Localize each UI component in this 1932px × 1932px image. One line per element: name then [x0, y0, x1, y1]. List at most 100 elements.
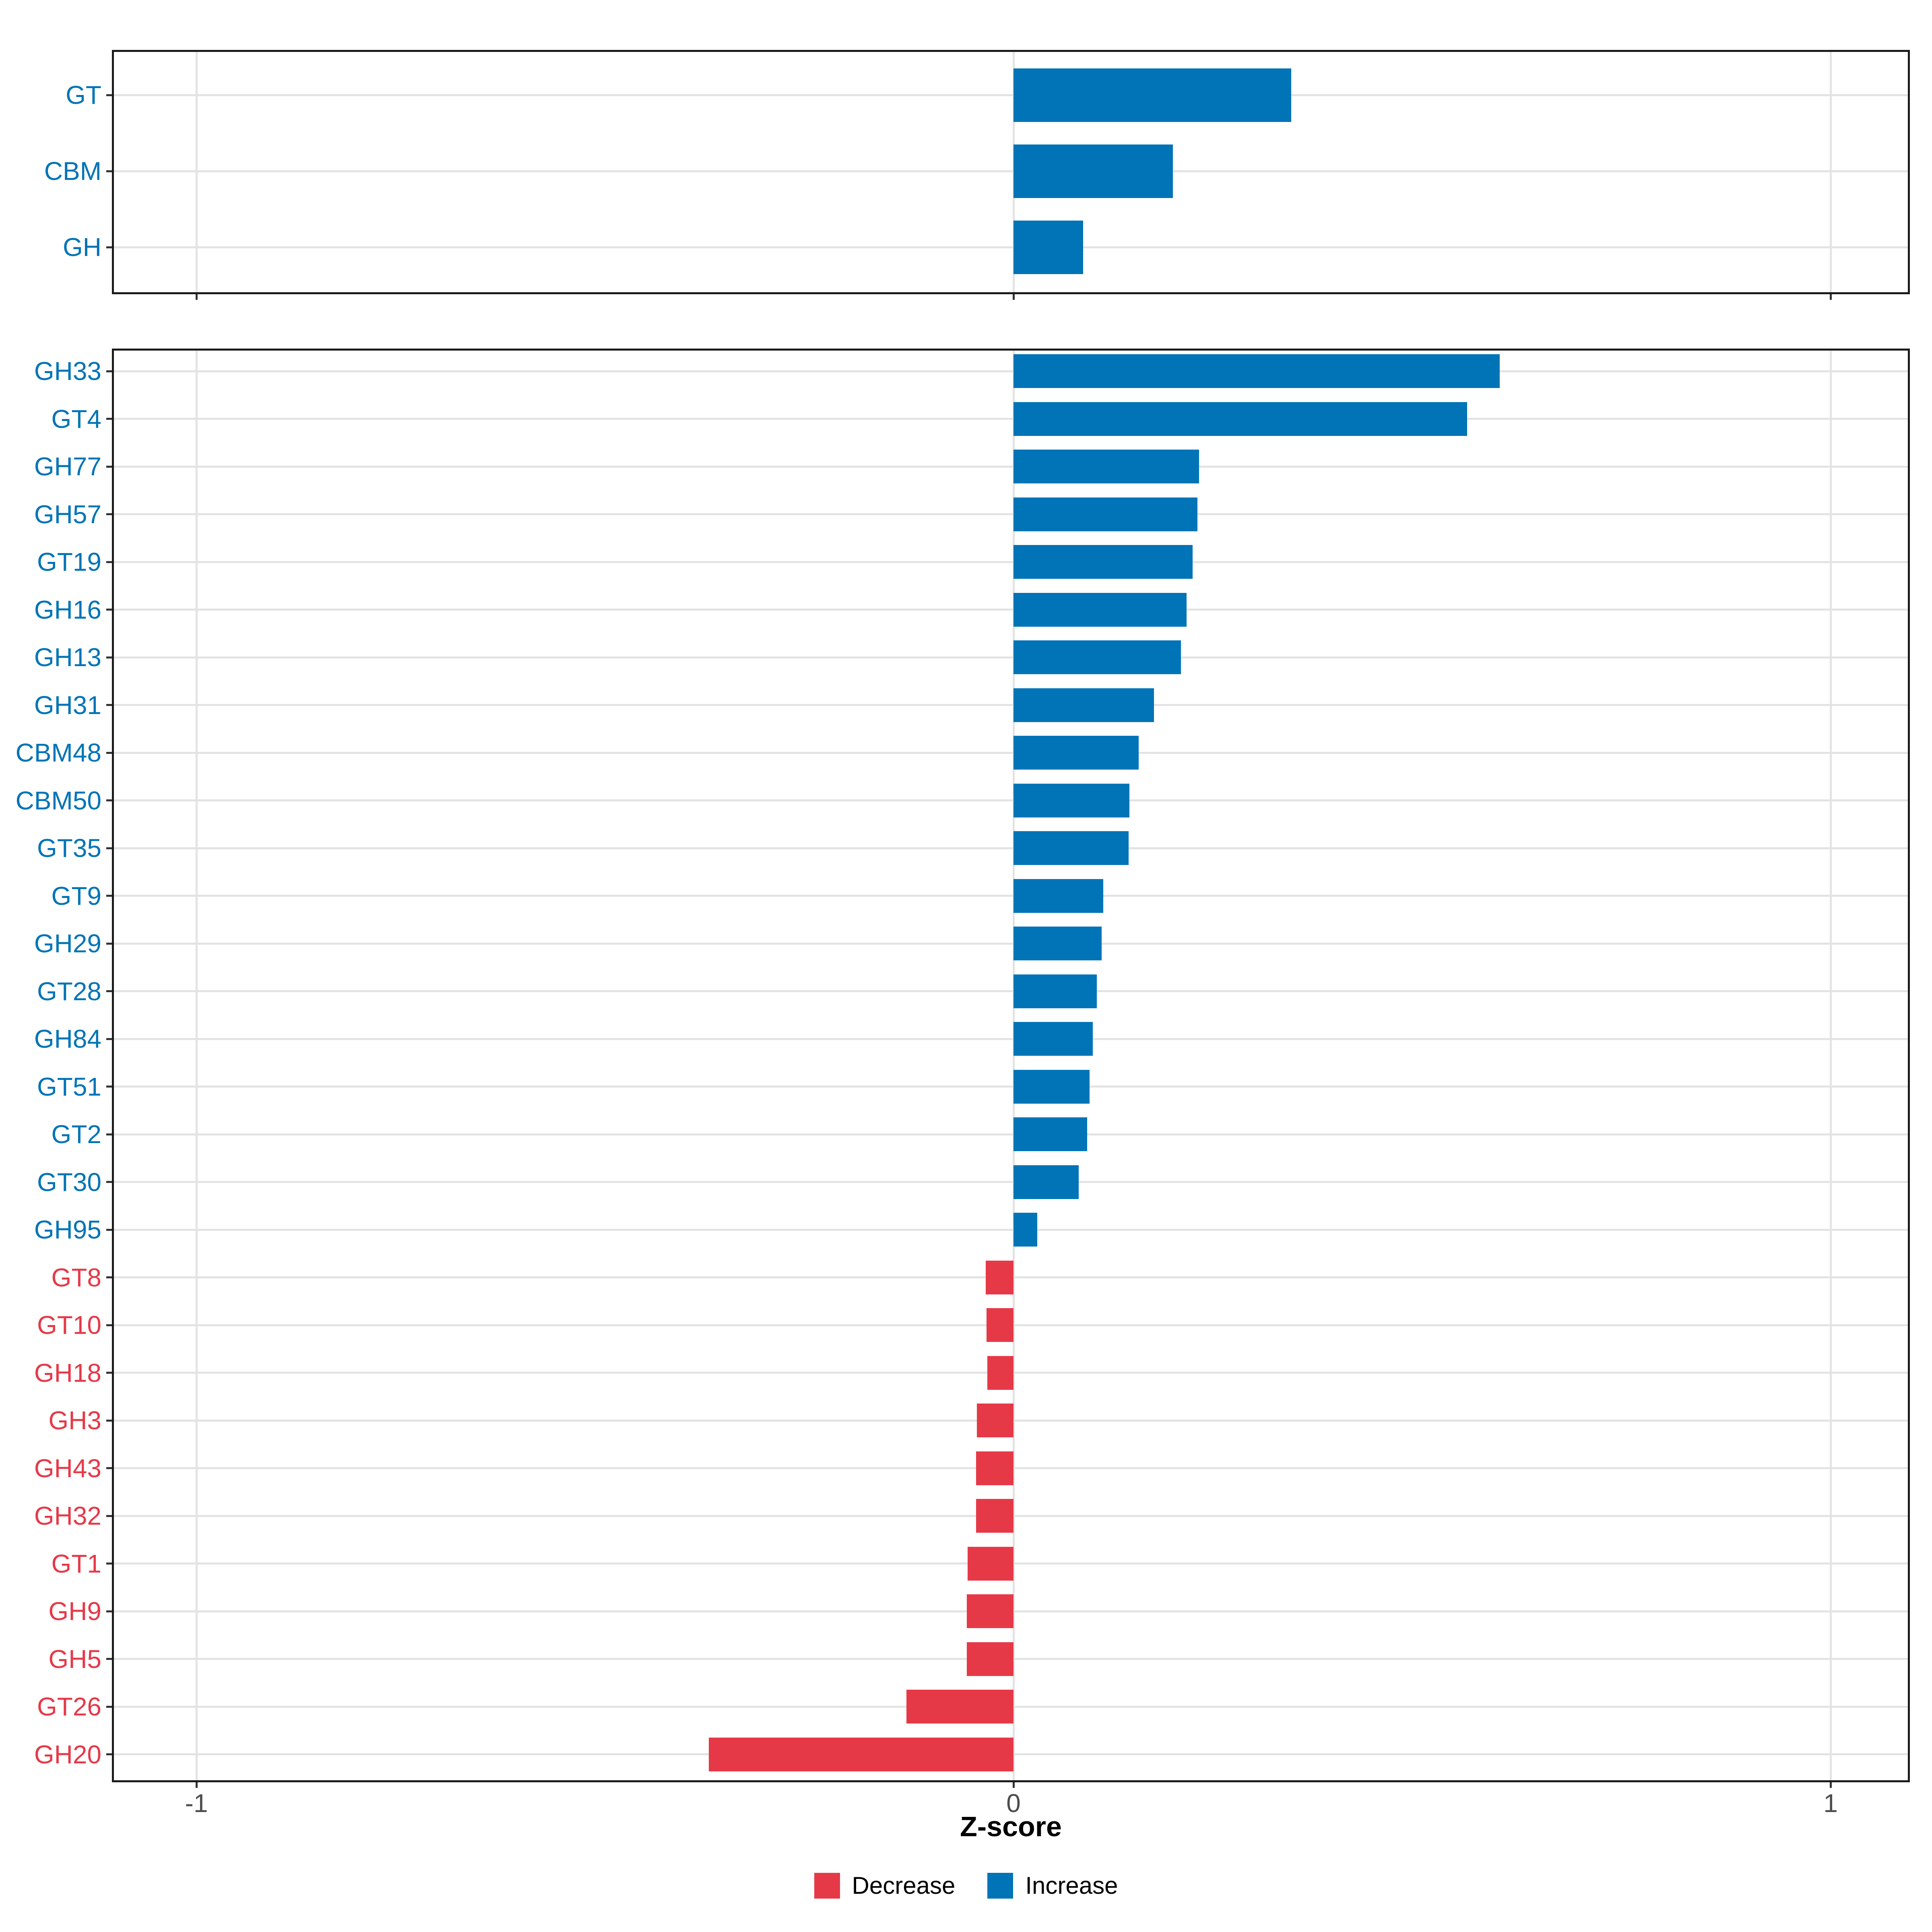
bar-GT19	[1013, 545, 1193, 579]
horizontal-gridline	[112, 370, 1910, 372]
horizontal-gridline	[112, 751, 1910, 754]
horizontal-gridline	[112, 990, 1910, 992]
category-label-GT26: GT26	[37, 1692, 101, 1721]
y-tick-GH57	[106, 513, 112, 515]
y-tick-GH77	[106, 465, 112, 468]
horizontal-gridline	[112, 656, 1910, 658]
x-tick-top-1	[1829, 294, 1832, 300]
vertical-gridline	[1829, 50, 1832, 294]
category-label-GT19: GT19	[37, 547, 101, 576]
category-label-CBM48: CBM48	[15, 738, 101, 767]
horizontal-gridline	[112, 465, 1910, 468]
category-label-GT51: GT51	[37, 1072, 101, 1101]
category-label-CBM50: CBM50	[15, 786, 101, 815]
y-tick-GH	[106, 246, 112, 248]
y-tick-GT26	[106, 1705, 112, 1708]
legend: Decrease Increase	[0, 1868, 1932, 1904]
horizontal-gridline	[112, 609, 1910, 611]
category-label-GH: GH	[63, 233, 101, 262]
category-label-GT8: GT8	[51, 1263, 101, 1292]
y-tick-GH20	[106, 1753, 112, 1755]
bar-GH	[1013, 220, 1083, 274]
y-tick-GH32	[106, 1515, 112, 1517]
y-tick-GH3	[106, 1419, 112, 1422]
horizontal-gridline	[112, 895, 1910, 897]
bar-GT10	[987, 1308, 1013, 1342]
y-tick-GT30	[106, 1181, 112, 1183]
bar-GH5	[967, 1642, 1013, 1676]
category-label-GT30: GT30	[37, 1167, 101, 1197]
bar-GH16	[1013, 592, 1187, 627]
category-label-GT2: GT2	[51, 1120, 101, 1149]
bar-GT30	[1013, 1165, 1079, 1199]
x-tick-top--1	[195, 294, 198, 300]
category-label-GH3: GH3	[48, 1406, 101, 1435]
bar-GH95	[1013, 1213, 1037, 1247]
bar-GH31	[1013, 688, 1154, 722]
y-tick-GT51	[106, 1086, 112, 1088]
vertical-gridline	[195, 50, 198, 294]
vertical-gridline	[1829, 349, 1832, 1782]
category-label-GT9: GT9	[51, 881, 101, 910]
y-tick-GT9	[106, 895, 112, 897]
legend-label-decrease: Decrease	[852, 1872, 956, 1899]
category-label-GH57: GH57	[34, 500, 101, 529]
decrease-swatch-icon	[814, 1873, 840, 1899]
bar-GT26	[906, 1690, 1013, 1724]
y-tick-GH13	[106, 656, 112, 658]
horizontal-gridline	[112, 1133, 1910, 1135]
y-tick-GH16	[106, 609, 112, 611]
legend-item-decrease: Decrease	[814, 1872, 956, 1899]
y-tick-GH9	[106, 1610, 112, 1612]
x-tick-label-1: 1	[1823, 1789, 1838, 1818]
bar-CBM50	[1013, 783, 1130, 817]
bar-GT	[1013, 68, 1292, 122]
category-label-GH13: GH13	[34, 643, 101, 672]
bar-GT35	[1013, 831, 1129, 865]
y-tick-GT8	[106, 1276, 112, 1278]
horizontal-gridline	[112, 1228, 1910, 1231]
y-tick-GT28	[106, 990, 112, 992]
category-label-GH33: GH33	[34, 357, 101, 386]
y-tick-GH43	[106, 1467, 112, 1469]
y-tick-GH29	[106, 942, 112, 945]
category-label-GH31: GH31	[34, 690, 101, 720]
y-tick-GT19	[106, 561, 112, 563]
category-label-GH29: GH29	[34, 929, 101, 958]
x-tick-bottom--1	[195, 1782, 198, 1788]
bar-GH32	[976, 1499, 1013, 1533]
y-tick-GT10	[106, 1324, 112, 1326]
horizontal-gridline	[112, 799, 1910, 801]
y-tick-GT1	[106, 1563, 112, 1565]
y-tick-GH18	[106, 1372, 112, 1374]
bar-GH18	[987, 1356, 1013, 1390]
y-tick-GH84	[106, 1038, 112, 1040]
bar-GH33	[1013, 354, 1500, 388]
legend-item-increase: Increase	[987, 1873, 1118, 1899]
bar-GT2	[1013, 1117, 1087, 1151]
category-label-GH16: GH16	[34, 595, 101, 624]
y-tick-CBM50	[106, 799, 112, 801]
bar-GH9	[967, 1594, 1013, 1628]
bar-CBM	[1013, 144, 1173, 198]
category-label-CBM: CBM	[44, 157, 101, 186]
x-tick-bottom-0	[1012, 1782, 1015, 1788]
category-label-GH5: GH5	[48, 1644, 101, 1674]
category-label-GT1: GT1	[51, 1549, 101, 1578]
bar-GH43	[976, 1451, 1013, 1485]
x-tick-label-0: 0	[1006, 1789, 1021, 1818]
bar-GH77	[1013, 450, 1199, 483]
bar-GH57	[1013, 497, 1197, 531]
horizontal-gridline	[112, 1086, 1910, 1088]
category-label-GH84: GH84	[34, 1024, 101, 1053]
horizontal-gridline	[112, 1038, 1910, 1040]
x-tick-bottom-1	[1829, 1782, 1832, 1788]
y-tick-CBM	[106, 170, 112, 172]
bar-GT28	[1013, 974, 1097, 1008]
horizontal-gridline	[112, 418, 1910, 420]
bar-GH84	[1013, 1022, 1093, 1056]
horizontal-gridline	[112, 704, 1910, 706]
bar-GH13	[1013, 640, 1181, 674]
category-label-GH43: GH43	[34, 1453, 101, 1483]
horizontal-gridline	[112, 170, 1910, 172]
